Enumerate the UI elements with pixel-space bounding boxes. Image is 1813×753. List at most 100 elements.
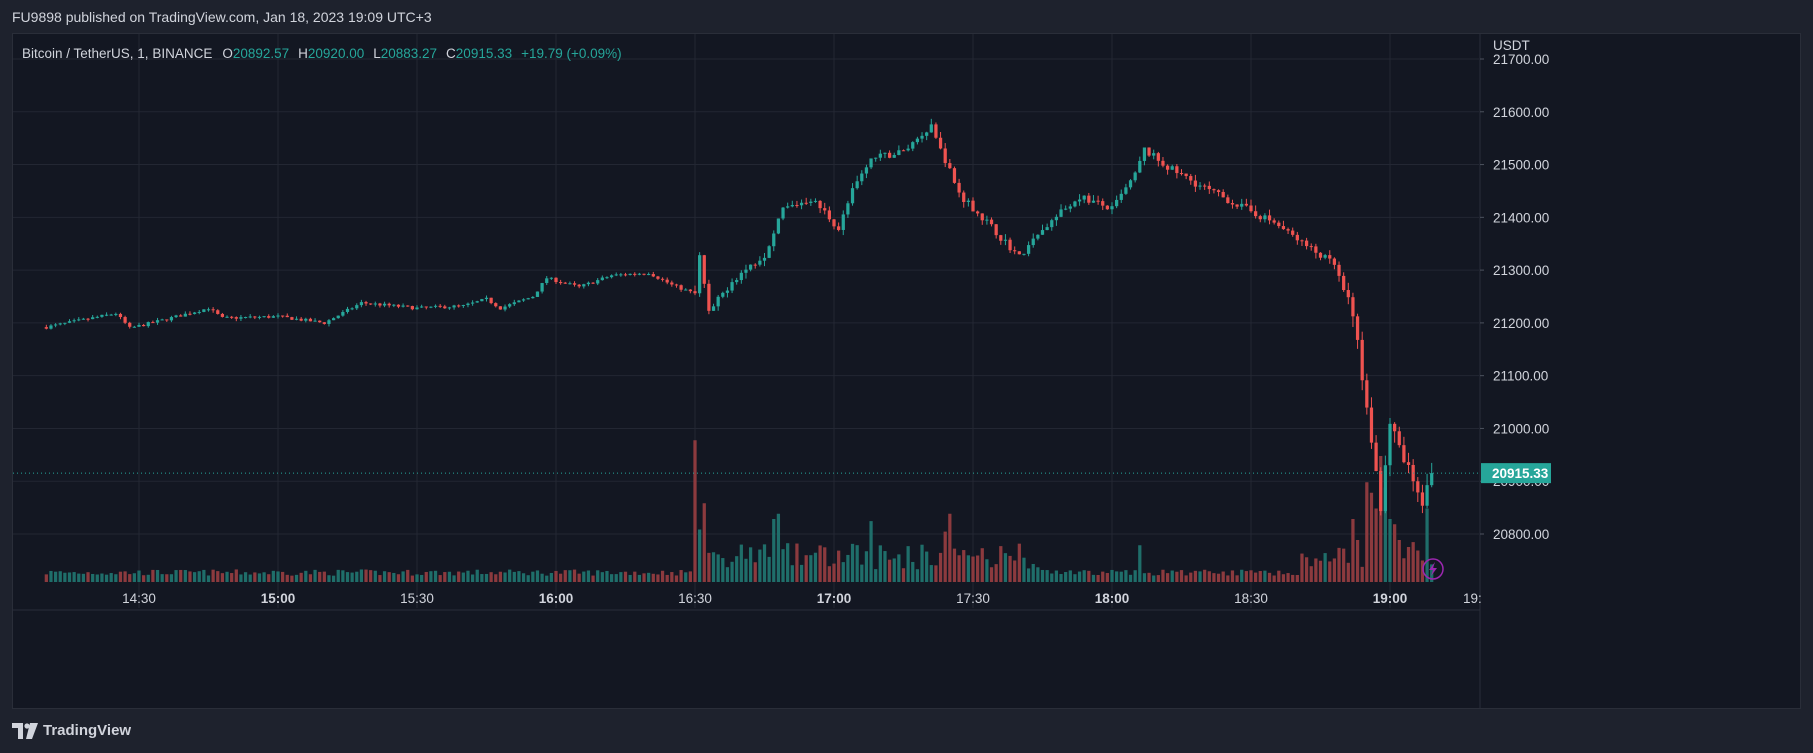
- candle[interactable]: [980, 213, 984, 225]
- candle[interactable]: [290, 316, 294, 320]
- symbol-name[interactable]: Bitcoin / TetherUS, 1, BINANCE: [22, 46, 213, 61]
- candle[interactable]: [1249, 199, 1253, 213]
- candle[interactable]: [999, 234, 1003, 245]
- candle[interactable]: [67, 319, 72, 324]
- candle[interactable]: [521, 298, 526, 302]
- candle[interactable]: [1054, 214, 1059, 226]
- candle[interactable]: [1152, 149, 1156, 160]
- candle[interactable]: [114, 312, 118, 317]
- candle[interactable]: [1263, 213, 1267, 223]
- candle[interactable]: [711, 303, 716, 311]
- candle[interactable]: [109, 313, 113, 316]
- candle[interactable]: [313, 318, 317, 322]
- candle[interactable]: [795, 200, 799, 208]
- candle[interactable]: [369, 303, 373, 306]
- candle[interactable]: [1017, 251, 1021, 255]
- candle[interactable]: [443, 304, 447, 309]
- candle[interactable]: [1393, 422, 1397, 443]
- candle[interactable]: [410, 305, 414, 311]
- candle[interactable]: [1036, 234, 1040, 241]
- candle[interactable]: [1082, 195, 1086, 204]
- candle[interactable]: [285, 313, 289, 318]
- candle[interactable]: [883, 152, 887, 159]
- candle[interactable]: [878, 149, 882, 161]
- candle[interactable]: [637, 272, 642, 276]
- candle[interactable]: [1203, 183, 1207, 190]
- candle[interactable]: [484, 295, 489, 302]
- candle[interactable]: [382, 301, 387, 308]
- candle[interactable]: [206, 307, 211, 312]
- candle[interactable]: [1272, 218, 1276, 225]
- candle[interactable]: [1291, 227, 1295, 237]
- candle[interactable]: [281, 315, 285, 318]
- candle[interactable]: [850, 183, 855, 206]
- candle[interactable]: [1369, 397, 1374, 449]
- candle[interactable]: [1091, 195, 1096, 203]
- candle[interactable]: [874, 157, 878, 162]
- candle[interactable]: [790, 200, 794, 208]
- candle[interactable]: [308, 317, 313, 322]
- candle[interactable]: [95, 315, 99, 319]
- candle[interactable]: [1059, 204, 1063, 218]
- candle[interactable]: [1184, 173, 1188, 180]
- candle[interactable]: [267, 314, 271, 319]
- candle[interactable]: [1221, 189, 1225, 198]
- candle[interactable]: [345, 306, 350, 314]
- candle[interactable]: [971, 197, 975, 212]
- candle[interactable]: [1170, 164, 1174, 170]
- candle[interactable]: [243, 316, 248, 319]
- candle[interactable]: [966, 198, 970, 207]
- candle[interactable]: [1050, 218, 1054, 231]
- candle[interactable]: [1087, 192, 1091, 205]
- candle[interactable]: [294, 316, 299, 321]
- candle[interactable]: [53, 323, 58, 328]
- candle[interactable]: [438, 303, 442, 308]
- candle[interactable]: [498, 306, 503, 310]
- time-axis[interactable]: 14:30 15:00 15:30 16:00 16:30 17:00 17:30 18:00…: [122, 591, 1482, 606]
- candle[interactable]: [1300, 239, 1304, 246]
- candle[interactable]: [359, 299, 364, 308]
- candle[interactable]: [614, 272, 618, 277]
- candle[interactable]: [985, 215, 989, 225]
- candle[interactable]: [957, 178, 961, 198]
- candle[interactable]: [197, 310, 201, 315]
- candle[interactable]: [864, 164, 869, 179]
- candle[interactable]: [1295, 231, 1299, 245]
- candle[interactable]: [132, 325, 136, 328]
- candle[interactable]: [925, 131, 929, 141]
- candle[interactable]: [355, 303, 359, 311]
- candle[interactable]: [1430, 462, 1434, 488]
- candle[interactable]: [841, 210, 845, 236]
- candle[interactable]: [1267, 209, 1272, 225]
- candle[interactable]: [100, 314, 104, 318]
- candle[interactable]: [1128, 179, 1133, 190]
- candle[interactable]: [387, 302, 391, 308]
- candle[interactable]: [174, 314, 178, 319]
- candle[interactable]: [257, 315, 262, 320]
- candle[interactable]: [693, 285, 697, 296]
- candle[interactable]: [1216, 189, 1221, 197]
- candle[interactable]: [647, 272, 651, 276]
- candle[interactable]: [1318, 252, 1323, 261]
- candle[interactable]: [220, 312, 225, 318]
- candle[interactable]: [1355, 313, 1360, 349]
- candle[interactable]: [142, 323, 146, 327]
- candle[interactable]: [494, 302, 498, 308]
- candle[interactable]: [813, 198, 818, 203]
- candle[interactable]: [540, 282, 544, 294]
- candle[interactable]: [327, 318, 331, 327]
- candle[interactable]: [396, 304, 401, 309]
- candle[interactable]: [1383, 455, 1387, 514]
- candle[interactable]: [739, 270, 743, 284]
- lightning-icon[interactable]: [1422, 558, 1444, 580]
- candle[interactable]: [424, 306, 428, 310]
- candle[interactable]: [447, 306, 452, 310]
- candle[interactable]: [155, 317, 160, 325]
- candle[interactable]: [1379, 467, 1383, 516]
- candle[interactable]: [1332, 257, 1337, 270]
- candle[interactable]: [1110, 202, 1114, 215]
- candle[interactable]: [605, 276, 609, 279]
- candle[interactable]: [688, 289, 692, 294]
- candle[interactable]: [572, 281, 577, 287]
